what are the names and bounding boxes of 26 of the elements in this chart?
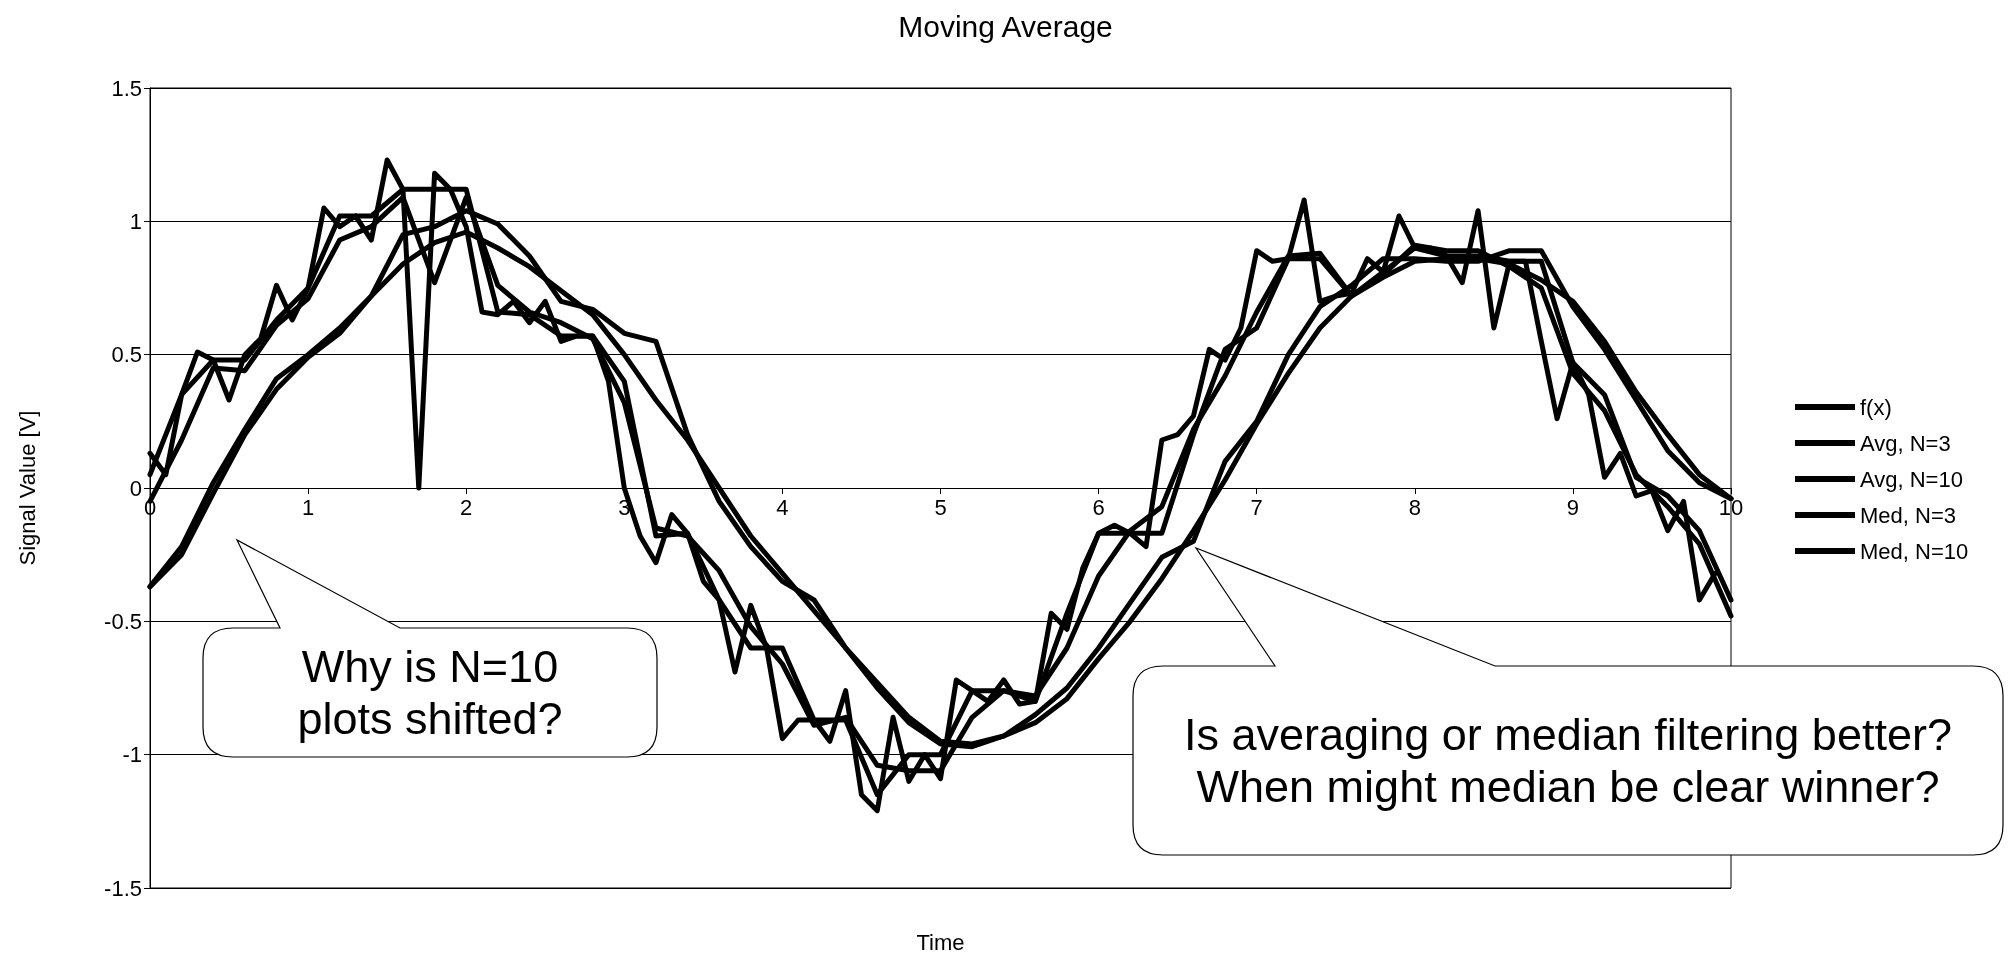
y-tick-label: -1 [122, 742, 142, 768]
legend-label: Med, N=3 [1860, 502, 1956, 528]
legend-label: Avg, N=3 [1860, 430, 1951, 456]
x-tick-label: 10 [1718, 494, 1744, 520]
x-tick-label: 9 [1566, 494, 1580, 520]
y-tick-label: -0.5 [104, 608, 142, 634]
y-tick-label: 1 [129, 208, 142, 234]
annotation: Is averaging or median filtering better? When might median be clear winner? [1183, 707, 1953, 814]
x-tick-label: 7 [1250, 494, 1263, 520]
chart-title: Moving Average [898, 9, 1113, 43]
y-tick-label: 1.5 [111, 75, 142, 101]
x-tick-label: 4 [776, 494, 789, 520]
x-tick-label: 8 [1408, 494, 1421, 520]
legend-label: Avg, N=10 [1860, 466, 1963, 492]
y-tick-label: 0 [129, 475, 142, 501]
y-tick-label: 0.5 [111, 342, 142, 368]
x-axis-title: Time [916, 930, 965, 956]
x-tick-label: 5 [934, 494, 947, 520]
legend-label: Med, N=10 [1860, 538, 1969, 564]
x-tick-label: 6 [1092, 494, 1105, 520]
x-tick-label: 1 [301, 494, 315, 520]
y-tick-label: -1.5 [104, 875, 142, 901]
annotation: Why is N=10 plots shifted? [296, 639, 564, 746]
y-axis-title: Signal Value [V] [15, 410, 41, 566]
legend-label: f(x) [1860, 394, 1892, 420]
x-tick-label: 2 [460, 494, 473, 520]
